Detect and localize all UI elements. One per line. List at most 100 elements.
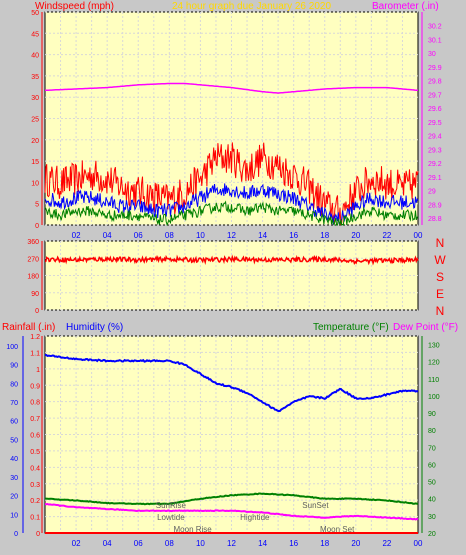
wind-low-line [44, 200, 419, 227]
wind-time-tick: 22 [382, 231, 391, 240]
wind-time-tick: 10 [196, 231, 205, 240]
compass-label: E [436, 287, 444, 301]
temperature-time-tick: 14 [258, 539, 267, 548]
barometer-tick-label: 28.9 [428, 202, 442, 209]
temperature-tick-label: 60 [428, 462, 436, 469]
compass-label: W [434, 253, 446, 267]
rainfall-tick-label: 0.1 [30, 515, 40, 522]
humidity-tick-label: 10 [10, 512, 18, 519]
windspeed-label: Windspeed (mph) [35, 1, 114, 12]
temperature-time-tick: 06 [134, 539, 143, 548]
temperature-tick-label: 130 [428, 343, 440, 350]
wind-direction-line [44, 254, 419, 266]
rainfall-tick-label: 0.7 [30, 416, 40, 423]
barometer-line [45, 82, 419, 94]
compass-label: N [436, 304, 445, 318]
humidity-line [44, 353, 419, 413]
rainfall-tick-label: 0.5 [30, 449, 40, 456]
event-label: Moon Rise [174, 525, 213, 534]
event-label: Hightide [240, 513, 270, 522]
temperature-time-tick: 00 [414, 539, 423, 548]
rainfall-tick-label: 0.6 [30, 433, 40, 440]
temperature-time-tick: 04 [103, 539, 112, 548]
wind-time-tick: 08 [165, 231, 174, 240]
temperature-tick-label: 40 [428, 497, 436, 504]
barometer-tick-label: 29 [428, 189, 436, 196]
humidity-tick-label: 50 [10, 437, 18, 444]
rainfall-tick-label: 0.8 [30, 400, 40, 407]
wind-barometer-panel: 0 5 10 15 20 25 30 35 40 45 50 28.8 28.9 29 29.1 29.2 29… [31, 10, 442, 240]
barometer-tick-label: 29.6 [428, 106, 442, 113]
graph-title: 24 hour graph due January 26 2020 [172, 1, 331, 12]
barometer-tick-label: 29.9 [428, 65, 442, 72]
barometer-tick-label: 29.5 [428, 120, 442, 127]
windspeed-tick-label: 40 [31, 53, 39, 60]
wind-time-tick: 16 [289, 231, 298, 240]
event-label: Lowtide [157, 513, 185, 522]
windspeed-tick-label: 25 [31, 117, 39, 124]
temperature-tick-label: 30 [428, 514, 436, 521]
humidity-tick-label: 40 [10, 456, 18, 463]
rainfall-tick-label: 0.4 [30, 465, 40, 472]
event-label: SunRise [156, 501, 187, 510]
rainfall-tick-label: 0.2 [30, 498, 40, 505]
windspeed-tick-label: 20 [31, 138, 39, 145]
humidity-label: Humidity (%) [66, 322, 123, 333]
barometer-tick-label: 29.1 [428, 175, 442, 182]
rainfall-tick-label: 0.3 [30, 482, 40, 489]
dew-point-line [44, 502, 419, 521]
temperature-time-tick: 22 [382, 539, 391, 548]
humidity-tick-label: 70 [10, 400, 18, 407]
temperature-tick-label: 110 [428, 377, 439, 384]
temperature-time-tick: 18 [320, 539, 329, 548]
humidity-tick-label: 80 [10, 381, 18, 388]
windspeed-tick-label: 45 [31, 31, 39, 38]
barometer-tick-label: 29.4 [428, 134, 442, 141]
direction-tick-label: 270 [27, 256, 39, 263]
temperature-tick-label: 100 [428, 394, 440, 401]
windspeed-tick-label: 50 [31, 10, 39, 17]
temperature-time-tick: 20 [351, 539, 360, 548]
temperature-tick-label: 80 [428, 428, 436, 435]
temperature-tick-label: 120 [428, 360, 440, 367]
rainfall-tick-label: 1.2 [30, 334, 40, 341]
temperature-time-tick: 08 [165, 539, 174, 548]
temperature-line [45, 492, 419, 506]
windspeed-tick-label: 15 [31, 159, 39, 166]
event-label: Moon Set [320, 525, 355, 534]
direction-tick-label: 0 [35, 308, 39, 315]
barometer-label: Barometer (.in) [372, 1, 439, 12]
humidity-tick-label: 20 [10, 494, 18, 501]
wind-time-tick: 02 [72, 231, 81, 240]
wind-time-tick: 04 [103, 231, 112, 240]
rainfall-tick-label: 1 [36, 367, 40, 374]
direction-tick-label: 360 [27, 239, 39, 246]
dew-point-label: Dew Point (°F) [393, 322, 458, 333]
wind-time-tick: 20 [351, 231, 360, 240]
barometer-tick-label: 30.2 [428, 24, 442, 31]
windspeed-tick-label: 10 [31, 180, 39, 187]
temperature-time-tick: 02 [72, 539, 81, 548]
direction-tick-label: 180 [27, 274, 39, 281]
temperature-tick-label: 90 [428, 411, 436, 418]
wind-time-tick: 00 [414, 231, 423, 240]
windspeed-tick-label: 35 [31, 74, 39, 81]
temperature-time-tick: 10 [196, 539, 205, 548]
compass-label: S [436, 270, 444, 284]
humidity-tick-label: 30 [10, 475, 18, 482]
windspeed-tick-label: 30 [31, 95, 39, 102]
temperature-label: Temperature (°F) [313, 322, 389, 333]
temperature-tick-label: 70 [428, 445, 436, 452]
barometer-tick-label: 30 [428, 51, 436, 58]
rainfall-tick-label: 1.1 [30, 350, 40, 357]
barometer-tick-label: 29.7 [428, 92, 442, 99]
barometer-tick-label: 30.1 [428, 37, 442, 44]
wind-time-tick: 12 [227, 231, 236, 240]
wind-time-tick: 14 [258, 231, 267, 240]
temperature-tick-label: 20 [428, 531, 436, 538]
humidity-tick-label: 100 [6, 344, 18, 351]
humidity-tick-label: 60 [10, 419, 18, 426]
wind-time-tick: 18 [320, 231, 329, 240]
